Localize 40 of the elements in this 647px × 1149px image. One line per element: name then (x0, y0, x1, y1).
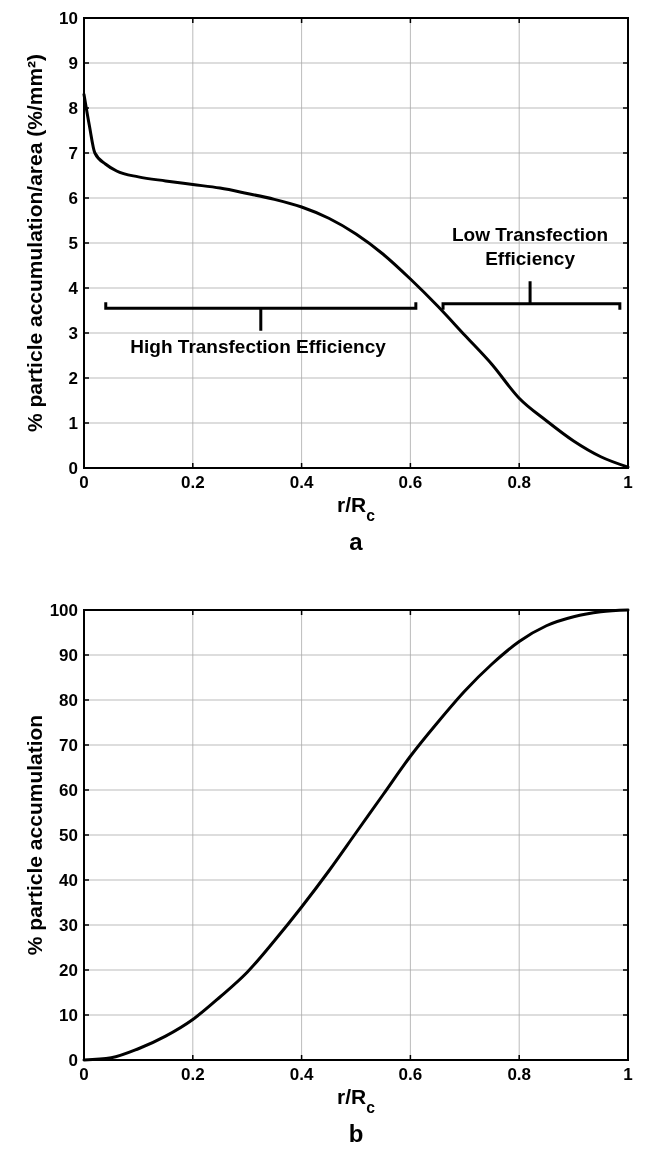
annotation: High Transfection Efficiency (130, 336, 387, 358)
y-tick-label: 50 (59, 825, 78, 845)
y-tick-label: 20 (59, 960, 78, 980)
y-axis-title: % particle accumulation (23, 714, 46, 956)
y-tick-label: 4 (68, 278, 79, 298)
y-tick-label: 40 (59, 870, 78, 890)
y-tick-label: 1 (68, 413, 78, 433)
x-axis-title: r/R$_{c}$ (337, 493, 376, 524)
y-tick-label: 90 (59, 645, 78, 665)
x-tick-label: 0.2 (180, 1065, 205, 1084)
x-tick-label: 0.4 (289, 1065, 314, 1084)
text: a (349, 528, 364, 555)
y-tick-label: 6 (68, 188, 78, 208)
x-axis-title: r/R$_{c}$ (337, 1085, 376, 1116)
x-tick-label: 1 (623, 1065, 633, 1084)
y-axis-title: % particle accumulation/area (%/mm²) (23, 53, 46, 433)
x-tick-label: 0.8 (507, 473, 532, 492)
x-tick-label: 0.6 (398, 1065, 423, 1084)
y-tick-label: 0 (68, 458, 78, 478)
y-tick-label: 2 (68, 368, 78, 388)
annotation: Low Transfection Efficiency (451, 223, 609, 269)
y-tick-label: 80 (59, 690, 78, 710)
y-tick-label: 3 (68, 323, 78, 343)
x-tick-label: 0.8 (507, 1065, 532, 1084)
y-tick-label: 70 (59, 735, 78, 755)
x-tick-label: 0.4 (289, 473, 314, 492)
x-tick-label: 0.2 (180, 473, 205, 492)
y-tick-label: 7 (68, 143, 78, 163)
x-tick-label: 0.6 (398, 473, 423, 492)
text: b (348, 1120, 364, 1147)
y-tick-label: 8 (68, 98, 78, 118)
y-tick-label: 9 (68, 53, 78, 73)
y-tick-label: 10 (59, 1005, 78, 1025)
y-tick-label: 5 (68, 233, 78, 253)
y-tick-label: 100 (49, 600, 78, 620)
y-tick-label: 10 (59, 8, 78, 28)
x-tick-label: 1 (623, 473, 633, 492)
y-tick-label: 30 (59, 915, 78, 935)
y-tick-label: 60 (59, 780, 78, 800)
y-tick-label: 0 (68, 1050, 78, 1070)
